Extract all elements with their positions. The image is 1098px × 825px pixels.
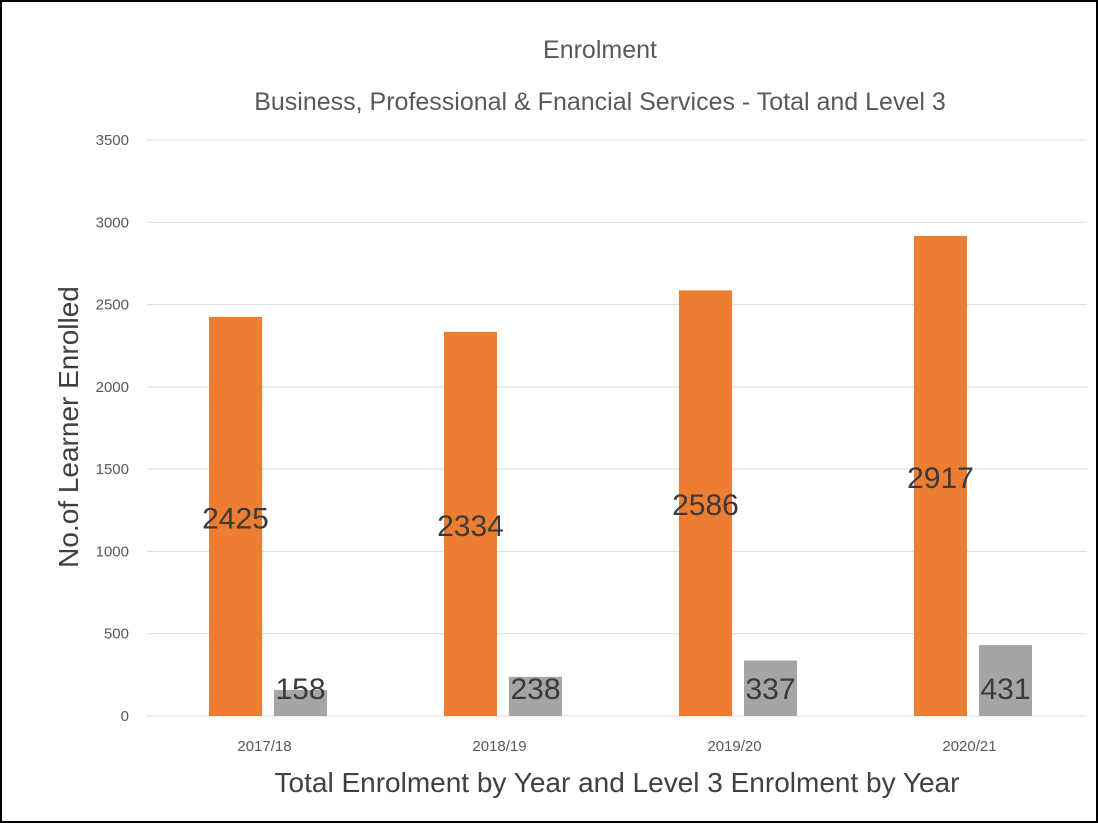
y-tick-label: 2500 — [96, 297, 129, 314]
y-tick-label: 1000 — [96, 543, 129, 560]
y-tick-label: 500 — [104, 626, 129, 643]
bar-series-1-2019-20 — [679, 290, 732, 716]
bar-series-1-2017-18 — [209, 316, 262, 716]
data-label: 238 — [510, 673, 560, 706]
y-tick-label: 1500 — [96, 461, 129, 478]
bars — [209, 235, 1032, 717]
x-tick-label: 2017/18 — [237, 738, 291, 755]
data-label: 431 — [980, 673, 1030, 706]
data-label: 2425 — [202, 502, 269, 535]
chart-title: Enrolment — [543, 36, 657, 64]
y-axis-ticks: 0 500 1000 1500 2000 2500 3000 3500 — [96, 132, 129, 725]
bar-series-1-2020-21 — [914, 235, 967, 717]
x-tick-label: 2019/20 — [707, 738, 761, 755]
bar-series-1-2018-19 — [444, 331, 497, 716]
data-label: 2586 — [672, 489, 739, 522]
y-tick-label: 3500 — [96, 132, 129, 149]
data-labels: 2425 158 2334 238 2586 337 2917 431 — [202, 462, 1030, 706]
x-axis-ticks: 2017/18 2018/19 2019/20 2020/21 — [237, 738, 996, 755]
chart-subtitle: Business, Professional & Fnancial Servic… — [254, 88, 946, 116]
data-label: 2917 — [907, 462, 974, 495]
x-axis-label: Total Enrolment by Year and Level 3 Enro… — [275, 767, 960, 798]
x-tick-label: 2018/19 — [472, 738, 526, 755]
y-tick-label: 3000 — [96, 214, 129, 231]
x-tick-label: 2020/21 — [942, 738, 996, 755]
bar-series-2-2019-20 — [744, 660, 797, 716]
bar-series-2-2018-19 — [509, 676, 562, 716]
bar-series-2-2017-18 — [274, 689, 327, 716]
y-tick-label: 0 — [121, 708, 129, 725]
gridlines — [147, 139, 1087, 717]
data-label: 2334 — [437, 510, 504, 543]
bar-series-2-2020-21 — [979, 645, 1032, 716]
data-label: 337 — [745, 673, 795, 706]
data-label: 158 — [275, 673, 325, 706]
y-tick-label: 2000 — [96, 379, 129, 396]
y-axis-label: No.of Learner Enrolled — [53, 286, 84, 568]
